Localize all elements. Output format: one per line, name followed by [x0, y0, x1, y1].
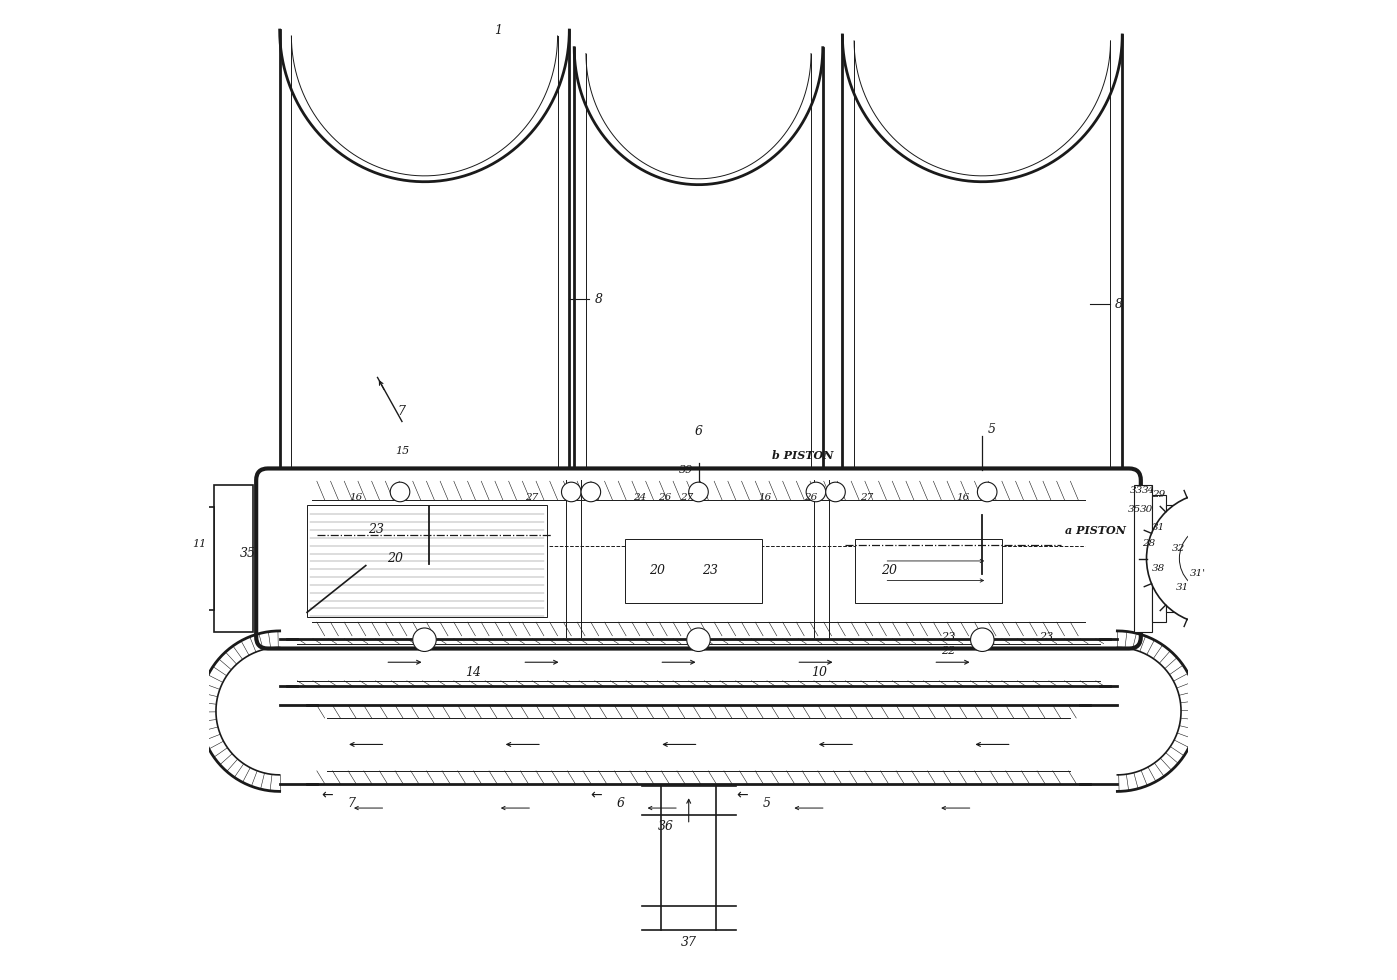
Text: 35: 35 — [240, 547, 256, 561]
Bar — [190, 507, 214, 610]
Text: 29: 29 — [1151, 490, 1165, 500]
Text: 14: 14 — [465, 665, 482, 678]
Text: ←: ← — [321, 788, 332, 803]
Text: 1: 1 — [495, 24, 502, 36]
Bar — [307, 505, 546, 617]
FancyBboxPatch shape — [256, 468, 1141, 649]
Text: 23: 23 — [942, 632, 956, 642]
Text: 33: 33 — [1130, 485, 1144, 495]
Text: 23: 23 — [367, 522, 384, 536]
Text: c PISTON: c PISTON — [474, 514, 534, 526]
Text: 32: 32 — [1172, 544, 1185, 554]
Text: a PISTON: a PISTON — [1066, 524, 1126, 536]
Circle shape — [1147, 493, 1278, 624]
Circle shape — [687, 628, 710, 652]
Text: 15: 15 — [395, 446, 409, 456]
Circle shape — [806, 482, 826, 502]
Text: 27: 27 — [525, 493, 539, 503]
Text: 26: 26 — [658, 493, 671, 503]
Text: 35: 35 — [1129, 505, 1141, 514]
Text: 31': 31' — [1189, 568, 1206, 577]
Bar — [1134, 485, 1151, 632]
Text: 16: 16 — [759, 493, 771, 503]
Text: 5: 5 — [763, 797, 771, 809]
Text: 23: 23 — [703, 564, 718, 577]
Text: 23: 23 — [1039, 632, 1053, 642]
Text: 39: 39 — [679, 466, 693, 475]
Text: 22: 22 — [942, 647, 956, 657]
Bar — [1151, 495, 1166, 622]
Text: 37: 37 — [680, 936, 697, 949]
Text: 38: 38 — [1151, 564, 1165, 572]
Text: 6: 6 — [694, 424, 703, 438]
Text: 6: 6 — [616, 797, 624, 809]
Circle shape — [562, 482, 581, 502]
Bar — [855, 539, 1002, 603]
Circle shape — [581, 482, 601, 502]
Text: b PISTON: b PISTON — [773, 450, 833, 462]
Text: 20: 20 — [387, 552, 404, 565]
Text: 7: 7 — [398, 405, 407, 418]
Bar — [1180, 510, 1197, 608]
Text: 20: 20 — [882, 564, 897, 577]
Text: 7: 7 — [346, 797, 355, 809]
Text: 8: 8 — [595, 293, 602, 306]
Text: 16: 16 — [349, 493, 363, 503]
Circle shape — [390, 482, 409, 502]
Circle shape — [978, 482, 997, 502]
Text: 27: 27 — [680, 493, 693, 503]
Text: 31: 31 — [1151, 522, 1165, 532]
Text: 5: 5 — [988, 422, 996, 436]
Text: 30: 30 — [1140, 505, 1154, 514]
Text: 28: 28 — [1141, 539, 1155, 549]
Text: ←: ← — [590, 788, 602, 803]
Text: 16: 16 — [956, 493, 970, 503]
Text: ←: ← — [736, 788, 749, 803]
Text: 36: 36 — [658, 820, 675, 833]
Text: 31: 31 — [1176, 583, 1189, 592]
Bar — [624, 539, 763, 603]
Circle shape — [689, 482, 708, 502]
Circle shape — [971, 628, 995, 652]
Circle shape — [1179, 525, 1245, 591]
Circle shape — [412, 628, 436, 652]
Text: 34: 34 — [1141, 485, 1155, 495]
Text: 24: 24 — [633, 493, 647, 503]
Text: 10: 10 — [810, 665, 827, 678]
Circle shape — [826, 482, 845, 502]
Text: 27: 27 — [861, 493, 873, 503]
Text: 20: 20 — [650, 564, 665, 577]
Text: 8: 8 — [1115, 298, 1123, 311]
Bar — [1166, 505, 1180, 612]
Text: 11: 11 — [193, 539, 207, 549]
Text: 26: 26 — [805, 493, 817, 503]
Bar — [214, 485, 253, 632]
